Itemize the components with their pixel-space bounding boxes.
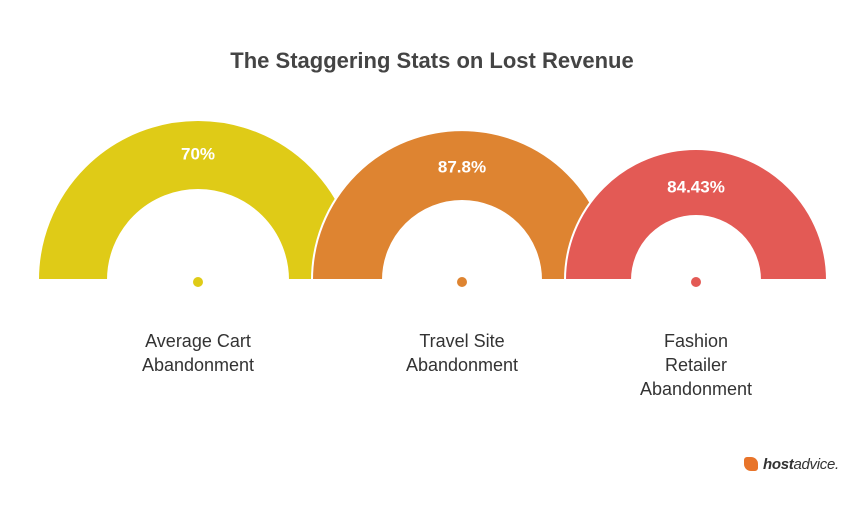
category-label: Fashion Retailer Abandonment [639, 331, 753, 399]
category-label: Average Cart Abandonment [141, 331, 255, 375]
brand-bold: host [763, 456, 794, 473]
brand-rest: advice. [793, 456, 839, 473]
brand-logo: hostadvice. [744, 456, 839, 473]
center-dot [691, 277, 701, 287]
semicircle [563, 148, 829, 281]
center-dot [193, 277, 203, 287]
value-label: 84.43% [667, 177, 725, 196]
value-label: 70% [181, 144, 215, 163]
chart-title: The Staggering Stats on Lost Revenue [230, 48, 634, 73]
logo-icon [744, 457, 758, 471]
center-dot [457, 277, 467, 287]
category-label: Travel Site Abandonment [405, 331, 519, 375]
value-label: 87.8% [438, 157, 486, 176]
